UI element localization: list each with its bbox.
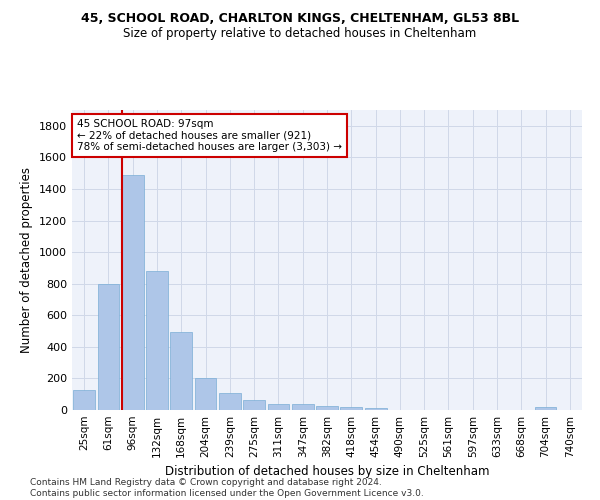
Bar: [219, 394, 241, 410]
X-axis label: Distribution of detached houses by size in Cheltenham: Distribution of detached houses by size …: [165, 466, 489, 478]
Text: 45, SCHOOL ROAD, CHARLTON KINGS, CHELTENHAM, GL53 8BL: 45, SCHOOL ROAD, CHARLTON KINGS, CHELTEN…: [81, 12, 519, 26]
Text: Contains HM Land Registry data © Crown copyright and database right 2024.
Contai: Contains HM Land Registry data © Crown c…: [30, 478, 424, 498]
Bar: [535, 407, 556, 410]
Bar: [268, 404, 289, 410]
Bar: [146, 271, 168, 410]
Bar: [194, 378, 217, 410]
Y-axis label: Number of detached properties: Number of detached properties: [20, 167, 34, 353]
Bar: [316, 406, 338, 410]
Text: 45 SCHOOL ROAD: 97sqm
← 22% of detached houses are smaller (921)
78% of semi-det: 45 SCHOOL ROAD: 97sqm ← 22% of detached …: [77, 119, 342, 152]
Bar: [122, 174, 143, 410]
Bar: [340, 406, 362, 410]
Bar: [365, 408, 386, 410]
Bar: [292, 404, 314, 410]
Bar: [73, 390, 95, 410]
Bar: [170, 332, 192, 410]
Bar: [243, 400, 265, 410]
Bar: [97, 284, 119, 410]
Text: Size of property relative to detached houses in Cheltenham: Size of property relative to detached ho…: [124, 28, 476, 40]
